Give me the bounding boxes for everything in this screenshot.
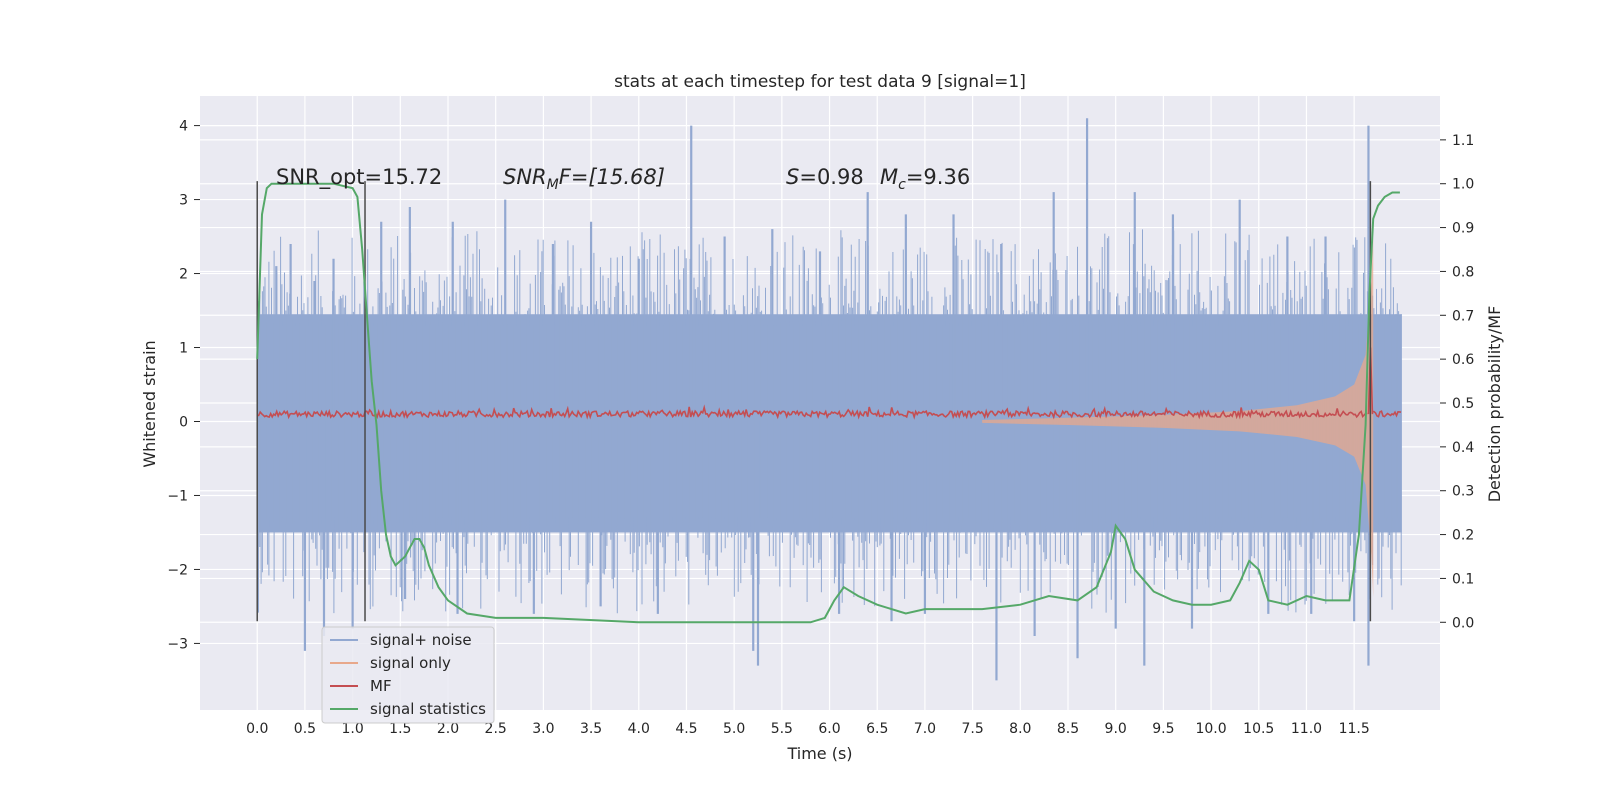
annotation-snr-opt: SNR_opt=15.72 <box>276 165 442 190</box>
x-axis-label: Time (s) <box>786 744 852 763</box>
x-tick-label: 7.0 <box>914 721 936 737</box>
y2-tick-label: 0.1 <box>1452 571 1474 587</box>
annotation-mc-value: =9.36 <box>906 165 970 189</box>
signal-statistics-line <box>256 182 1400 624</box>
annotation-mc: Mc=9.36 <box>880 165 970 193</box>
x-tick-label: 2.0 <box>437 721 459 737</box>
annotation-mc-symbol: M <box>880 165 898 189</box>
y-tick-label: 0 <box>179 414 188 430</box>
x-tick-label: 8.0 <box>1009 721 1031 737</box>
y-tick-label: 2 <box>179 267 188 283</box>
annotation-snr-mf-f: F=[15.68] <box>559 165 665 189</box>
x-tick-label: 6.0 <box>818 721 840 737</box>
y2-tick-label: 1.0 <box>1452 177 1474 193</box>
annotation-s: S=0.98 <box>786 165 864 189</box>
y-tick-label: −1 <box>167 488 188 504</box>
y2-tick-label: 0.7 <box>1452 308 1474 324</box>
series-signal-statistics <box>256 182 1400 624</box>
annotation-snr-mf: SNRMF=[15.68] <box>503 165 665 193</box>
mf-trace-tail <box>1372 410 1402 418</box>
mf-trace <box>257 404 1368 420</box>
x-tick-label: 11.5 <box>1339 721 1370 737</box>
y-tick-label: −2 <box>167 562 188 578</box>
x-tick-label: 4.0 <box>628 721 650 737</box>
annotation-s-value: =0.98 <box>799 165 863 189</box>
legend: signal+ noise signal only MF signal stat… <box>321 626 495 724</box>
x-tick-label: 8.5 <box>1057 721 1079 737</box>
y2-axis-label: Detection probability/MF <box>1485 306 1504 503</box>
annotation-snr-mf-subscript: M <box>547 177 559 193</box>
x-tick-label: 1.0 <box>341 721 363 737</box>
x-tick-label: 10.0 <box>1195 721 1226 737</box>
y2-tick-label: 0.0 <box>1452 615 1474 631</box>
legend-label-signal-statistics: signal statistics <box>370 700 486 718</box>
legend-label-signal-only: signal only <box>370 654 451 672</box>
series-signal-only <box>982 236 1374 598</box>
y2-tick-label: 0.4 <box>1452 440 1474 456</box>
x-tick-label: 9.0 <box>1105 721 1127 737</box>
x-tick-label: 10.5 <box>1243 721 1274 737</box>
annotation-mc-subscript: c <box>898 177 906 193</box>
y-tick-labels: −3 −2 −1 0 1 2 3 4 <box>167 119 200 652</box>
x-tick-label: 5.0 <box>723 721 745 737</box>
y-tick-label: 4 <box>179 119 188 135</box>
x-tick-label: 0.0 <box>246 721 268 737</box>
x-tick-label: 11.0 <box>1291 721 1322 737</box>
x-tick-label: 1.5 <box>389 721 411 737</box>
y2-tick-label: 0.2 <box>1452 528 1474 544</box>
x-tick-label: 9.5 <box>1152 721 1174 737</box>
legend-box <box>321 626 495 724</box>
x-tick-label: 0.5 <box>294 721 316 737</box>
y2-tick-label: 0.3 <box>1452 484 1474 500</box>
x-tick-label: 4.5 <box>675 721 697 737</box>
y-tick-label: 3 <box>179 193 188 209</box>
x-tick-label: 3.0 <box>532 721 554 737</box>
y2-tick-label: 0.6 <box>1452 352 1474 368</box>
x-tick-label: 5.5 <box>771 721 793 737</box>
x-tick-labels: 0.0 0.5 1.0 1.5 2.0 2.5 3.0 3.5 4.0 4.5 5.0 5.5 6.0 6… <box>246 721 1370 737</box>
y2-tick-label: 0.8 <box>1452 264 1474 280</box>
y-tick-label: 1 <box>179 341 188 357</box>
x-tick-label: 2.5 <box>485 721 507 737</box>
chart-title: stats at each timestep for test data 9 [… <box>614 72 1026 92</box>
legend-label-mf: MF <box>370 677 392 695</box>
y-axis-label: Whitened strain <box>140 340 159 467</box>
y2-tick-label: 0.5 <box>1452 396 1474 412</box>
x-tick-label: 6.5 <box>866 721 888 737</box>
y2-tick-labels: 0.0 0.1 0.2 0.3 0.4 0.5 0.6 0.7 0.8 0.9 1.0 1.1 <box>1440 133 1474 631</box>
y-tick-label: −3 <box>167 636 188 652</box>
vertical-markers <box>256 181 1372 622</box>
annotation-snr-mf-symbol: SNR <box>503 165 547 189</box>
legend-label-signal-noise: signal+ noise <box>370 631 472 649</box>
x-tick-label: 7.5 <box>961 721 983 737</box>
x-tick-label: 3.5 <box>580 721 602 737</box>
signal-only-envelope <box>982 236 1374 598</box>
y2-tick-label: 0.9 <box>1452 221 1474 237</box>
y2-tick-label: 1.1 <box>1452 133 1474 149</box>
annotation-s-symbol: S <box>786 165 799 189</box>
